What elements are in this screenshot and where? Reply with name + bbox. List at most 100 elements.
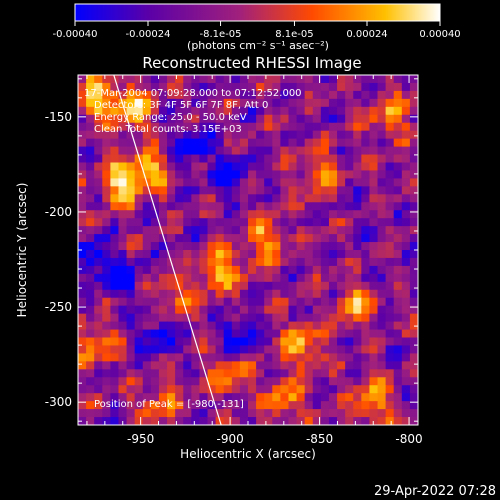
heatmap-cell xyxy=(158,75,168,84)
heatmap-cell xyxy=(385,369,395,378)
heatmap-cell xyxy=(248,361,257,370)
heatmap-cell xyxy=(191,210,201,219)
heatmap-cell xyxy=(248,170,257,179)
heatmap-cell xyxy=(223,138,233,148)
heatmap-cell xyxy=(328,417,338,425)
heatmap-cell xyxy=(409,138,418,148)
heatmap-cell xyxy=(385,257,395,267)
heatmap-cell xyxy=(167,122,176,132)
heatmap-cell xyxy=(369,98,379,108)
heatmap-cell xyxy=(288,194,298,203)
heatmap-cell xyxy=(175,409,184,418)
heatmap-cell xyxy=(296,361,306,370)
heatmap-cell xyxy=(207,226,217,235)
heatmap-cell xyxy=(183,130,192,140)
heatmap-cell xyxy=(304,393,314,402)
heatmap-cell xyxy=(150,361,160,370)
heatmap-cell xyxy=(150,369,160,378)
heatmap-cell xyxy=(118,361,128,370)
heatmap-cell xyxy=(377,202,387,211)
heatmap-cell xyxy=(304,250,314,259)
heatmap-cell xyxy=(231,210,241,219)
heatmap-cell xyxy=(312,114,322,124)
heatmap-cell xyxy=(207,289,217,299)
heatmap-cell xyxy=(296,409,306,418)
heatmap-cell xyxy=(167,281,176,291)
heatmap-cell xyxy=(264,234,273,243)
heatmap-cell xyxy=(304,313,314,323)
heatmap-cell xyxy=(150,297,160,307)
heatmap-cell xyxy=(207,281,217,291)
heatmap-cell xyxy=(312,321,322,331)
heatmap-cell xyxy=(280,202,290,211)
heatmap-cell xyxy=(231,154,241,164)
heatmap-cell xyxy=(256,297,265,307)
heatmap-cell xyxy=(296,393,306,402)
heatmap-cell xyxy=(199,210,209,219)
heatmap-cell xyxy=(191,385,201,394)
heatmap-cell xyxy=(369,218,379,227)
heatmap-cell xyxy=(86,122,95,132)
heatmap-cell xyxy=(296,385,306,394)
heatmap-cell xyxy=(385,75,395,84)
heatmap-cell xyxy=(126,409,136,418)
heatmap-cell xyxy=(215,202,225,211)
heatmap-cell xyxy=(126,250,136,259)
heatmap-cell xyxy=(304,281,314,291)
heatmap-cell xyxy=(296,210,306,219)
heatmap-cell xyxy=(353,361,362,370)
heatmap-cell xyxy=(126,401,136,410)
heatmap-cell xyxy=(312,377,322,386)
heatmap-cell xyxy=(377,106,387,116)
heatmap-cell xyxy=(150,257,160,267)
heatmap-cell xyxy=(369,305,379,315)
heatmap-cell xyxy=(320,194,330,203)
heatmap-cell xyxy=(126,289,136,299)
heatmap-cell xyxy=(409,265,418,275)
heatmap-cell xyxy=(215,393,225,402)
heatmap-cell xyxy=(158,250,168,259)
heatmap-cell xyxy=(256,385,265,394)
heatmap-cell xyxy=(393,242,403,251)
heatmap-cell xyxy=(110,361,120,370)
heatmap-cell xyxy=(223,265,233,275)
heatmap-cell xyxy=(175,361,184,370)
heatmap-cell xyxy=(150,329,160,339)
heatmap-cell xyxy=(142,265,152,275)
heatmap-cell xyxy=(118,297,128,307)
heatmap-cell xyxy=(345,162,354,172)
heatmap-cell xyxy=(264,297,273,307)
heatmap-cell xyxy=(320,162,330,172)
heatmap-cell xyxy=(86,106,95,116)
heatmap-cell xyxy=(223,242,233,251)
heatmap-cell xyxy=(183,321,192,331)
heatmap-cell xyxy=(385,250,395,259)
heatmap-cell xyxy=(280,329,290,339)
heatmap-cell xyxy=(328,242,338,251)
heatmap-cell xyxy=(401,162,411,172)
heatmap-cell xyxy=(118,305,128,315)
heatmap-cell xyxy=(377,146,387,156)
heatmap-cell xyxy=(142,194,152,203)
heatmap-cell xyxy=(377,186,387,195)
heatmap-cell xyxy=(312,353,322,362)
heatmap-cell xyxy=(78,353,87,362)
heatmap-cell xyxy=(345,353,354,362)
heatmap-cell xyxy=(393,369,403,378)
heatmap-cell xyxy=(409,226,418,235)
heatmap-cell xyxy=(401,289,411,299)
heatmap-cell xyxy=(134,369,144,378)
heatmap-cell xyxy=(94,257,103,267)
heatmap-cell xyxy=(150,385,160,394)
heatmap-cell xyxy=(183,377,192,386)
heatmap-cell xyxy=(256,257,265,267)
heatmap-cell xyxy=(328,114,338,124)
heatmap-cell xyxy=(264,265,273,275)
y-tick-label: -200 xyxy=(45,205,72,219)
heatmap-cell xyxy=(110,154,120,164)
heatmap-cell xyxy=(142,250,152,259)
heatmap-cell xyxy=(207,297,217,307)
heatmap-cell xyxy=(304,82,314,92)
heatmap-cell xyxy=(401,321,411,331)
heatmap-cell xyxy=(175,226,184,235)
